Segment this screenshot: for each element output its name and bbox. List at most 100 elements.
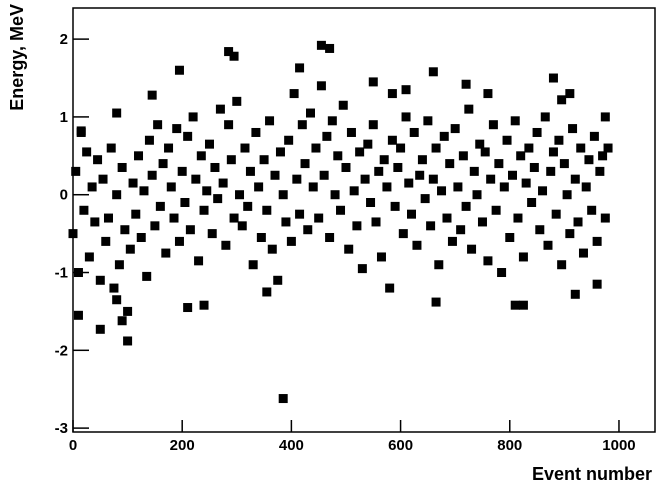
point xyxy=(76,126,86,136)
point xyxy=(286,236,296,246)
point xyxy=(174,236,184,246)
point xyxy=(177,166,187,176)
x-tick-label: 400 xyxy=(279,437,304,454)
point xyxy=(338,100,348,110)
point xyxy=(90,217,100,227)
point xyxy=(502,135,512,145)
point xyxy=(344,244,354,254)
point xyxy=(103,213,113,223)
point xyxy=(174,65,184,75)
point xyxy=(412,240,422,250)
point xyxy=(139,186,149,196)
point xyxy=(256,233,266,243)
point xyxy=(87,182,97,192)
point xyxy=(82,147,92,157)
point xyxy=(79,205,89,215)
point xyxy=(147,170,157,180)
point xyxy=(603,143,613,153)
y-tick-label: 1 xyxy=(60,109,68,126)
point xyxy=(194,256,204,266)
point xyxy=(557,260,567,270)
point xyxy=(570,289,580,299)
point xyxy=(300,159,310,169)
point xyxy=(106,143,116,153)
point xyxy=(551,209,561,219)
point xyxy=(112,108,122,118)
point xyxy=(235,190,245,200)
point xyxy=(232,96,242,106)
point xyxy=(341,162,351,172)
point xyxy=(518,300,528,310)
point xyxy=(185,225,195,235)
point xyxy=(292,174,302,184)
point xyxy=(237,221,247,231)
point xyxy=(360,174,370,184)
point xyxy=(592,236,602,246)
point xyxy=(303,225,313,235)
point xyxy=(114,260,124,270)
point xyxy=(316,81,326,91)
point xyxy=(420,194,430,204)
x-axis-title: Event number xyxy=(532,464,652,484)
point xyxy=(477,217,487,227)
point xyxy=(554,135,564,145)
point xyxy=(366,197,376,207)
point xyxy=(158,159,168,169)
point xyxy=(295,209,305,219)
point xyxy=(245,166,255,176)
point xyxy=(445,159,455,169)
point xyxy=(210,162,220,172)
point xyxy=(396,143,406,153)
point xyxy=(434,260,444,270)
point xyxy=(267,244,277,254)
point xyxy=(469,166,479,176)
point xyxy=(95,275,105,285)
point xyxy=(483,89,493,99)
point xyxy=(123,306,133,316)
point xyxy=(387,89,397,99)
point xyxy=(398,229,408,239)
point xyxy=(524,143,534,153)
x-tick-label: 1000 xyxy=(602,437,635,454)
point xyxy=(573,217,583,227)
point xyxy=(199,205,209,215)
point xyxy=(521,178,531,188)
point xyxy=(262,205,272,215)
point xyxy=(578,248,588,258)
point xyxy=(494,159,504,169)
point xyxy=(123,336,133,346)
point xyxy=(406,209,416,219)
y-tick-label: -2 xyxy=(55,342,68,359)
point xyxy=(142,271,152,281)
point xyxy=(508,170,518,180)
point xyxy=(505,233,515,243)
point xyxy=(224,47,234,57)
point xyxy=(346,127,356,137)
y-tick-label: -1 xyxy=(55,265,68,282)
x-tick-label: 0 xyxy=(69,437,77,454)
point xyxy=(428,67,438,77)
point xyxy=(311,143,321,153)
point xyxy=(229,213,239,223)
point xyxy=(587,205,597,215)
point xyxy=(376,252,386,262)
point xyxy=(584,155,594,165)
point xyxy=(510,300,520,310)
point xyxy=(368,120,378,130)
point xyxy=(199,300,209,310)
point xyxy=(374,166,384,176)
point xyxy=(316,40,326,50)
point xyxy=(278,190,288,200)
point xyxy=(426,221,436,231)
point xyxy=(557,95,567,105)
point xyxy=(387,135,397,145)
point xyxy=(112,190,122,200)
point xyxy=(229,51,239,61)
point xyxy=(363,139,373,149)
x-tick-label: 600 xyxy=(388,437,413,454)
point xyxy=(336,205,346,215)
point xyxy=(456,225,466,235)
point xyxy=(109,283,119,293)
point xyxy=(325,233,335,243)
point xyxy=(529,162,539,172)
